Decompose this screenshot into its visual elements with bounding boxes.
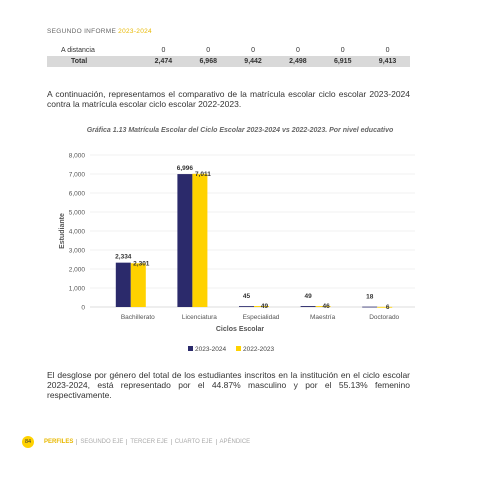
bar (177, 174, 193, 307)
nav-link[interactable]: CUARTO EJE (175, 439, 217, 445)
x-axis-label: Ciclos Escolar (216, 326, 265, 333)
table-cell: 9,413 (365, 56, 410, 67)
y-tick-label: 1,000 (69, 286, 86, 293)
bar (254, 306, 269, 307)
table-cell: 6,915 (320, 56, 366, 67)
table-cell: 0 (295, 47, 300, 54)
data-label: 2,334 (115, 254, 132, 261)
y-tick-label: 3,000 (69, 248, 86, 255)
table-cell: 6,968 (185, 56, 231, 67)
table-cell: A distancia (61, 47, 95, 54)
x-tick-label: Doctorado (369, 314, 399, 321)
table-cell: 0 (161, 47, 166, 54)
nav-link[interactable]: TERCER EJE (130, 439, 172, 445)
data-label: 45 (243, 293, 251, 300)
header: SEGUNDO INFORME 2023-2024 (47, 28, 152, 35)
paragraph: El desglose por género del total de los … (47, 370, 410, 400)
nav-link[interactable]: APÉNDICE (219, 439, 251, 445)
y-tick-label: 2,000 (69, 267, 86, 274)
bar (130, 263, 146, 307)
nav-link[interactable]: SEGUNDO EJE (80, 439, 128, 445)
x-tick-label: Licenciatura (182, 314, 217, 321)
y-tick-label: 8,000 (69, 153, 86, 160)
y-tick-label: 0 (81, 305, 85, 312)
legend-label: 2023-2024 (195, 346, 226, 353)
table-cell: 0 (206, 47, 211, 54)
header-period: 2023-2024 (118, 28, 152, 35)
x-tick-label: Especialidad (243, 314, 280, 321)
y-tick-label: 6,000 (69, 191, 86, 198)
data-label: 18 (366, 294, 374, 301)
bar (315, 306, 331, 307)
legend-swatch (188, 346, 193, 351)
bar (115, 262, 131, 307)
data-label: 6 (386, 304, 390, 311)
table-row: Total 2,474 6,968 9,442 2,498 6,915 9,413 (47, 56, 410, 67)
table-cell: 2,474 (141, 56, 186, 67)
y-tick-label: 4,000 (69, 229, 86, 236)
header-title: SEGUNDO INFORME (47, 28, 117, 35)
legend-label: 2022-2023 (243, 346, 274, 353)
table: A distancia 0 0 0 0 0 0 Total 2,474 6,968 9,442 2,4… (47, 45, 410, 67)
paragraph: A continuación, representamos el compara… (47, 89, 410, 109)
data-label: 46 (322, 303, 330, 310)
data-label: 49 (304, 293, 312, 300)
chart-title: Gráfica 1.13 Matrícula Escolar del Ciclo… (87, 127, 394, 134)
bar (239, 306, 254, 307)
table-cell: 0 (385, 47, 390, 54)
y-axis-label: Estudiante (59, 213, 66, 249)
x-tick-label: Bachillerato (121, 314, 155, 321)
x-tick-label: Maestría (310, 314, 336, 321)
y-tick-label: 7,000 (69, 172, 86, 179)
y-tick-label: 5,000 (69, 210, 86, 217)
data-label: 6,996 (177, 165, 194, 172)
bar (192, 173, 208, 307)
chart: Gráfica 1.13 Matrícula Escolar del Ciclo… (59, 127, 415, 353)
table-row: A distancia 0 0 0 0 0 0 (47, 45, 410, 56)
legend-swatch (236, 346, 241, 351)
data-label: 49 (261, 303, 269, 310)
table-cell: 0 (340, 47, 345, 54)
page-number: 84 (22, 436, 34, 448)
bar (362, 306, 378, 308)
footer: 84 PERFILES SEGUNDO EJE TERCER EJE CUARTO E… (22, 436, 256, 448)
data-label: 2,301 (133, 260, 150, 267)
nav-link[interactable]: PERFILES (44, 439, 78, 445)
table-cell: Total (47, 56, 141, 67)
table-cell: 2,498 (275, 56, 321, 67)
bar (377, 306, 393, 308)
table-cell: 0 (251, 47, 256, 54)
data-label: 7,011 (195, 171, 211, 178)
bar (300, 306, 316, 307)
table-cell: 9,442 (230, 56, 276, 67)
